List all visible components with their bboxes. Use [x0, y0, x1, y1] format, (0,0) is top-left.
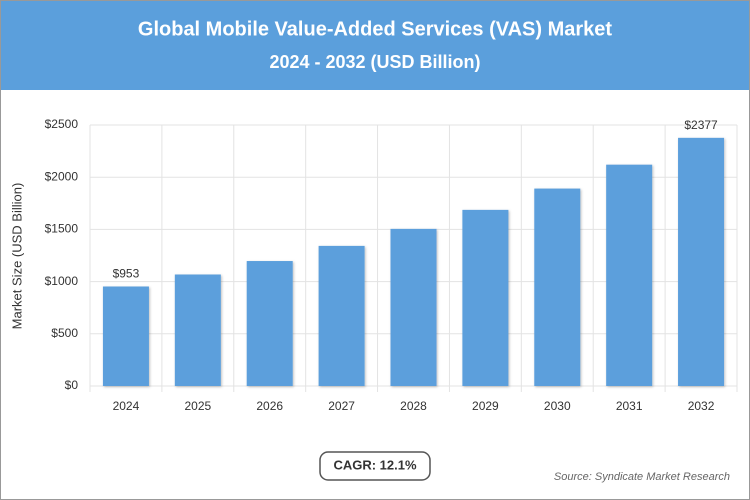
- x-tick-label: 2030: [544, 399, 571, 413]
- x-tick-label: 2027: [328, 399, 355, 413]
- x-tick-label: 2028: [400, 399, 427, 413]
- cagr-box: [319, 451, 431, 481]
- value-label: $2377: [684, 118, 718, 132]
- bar: [246, 261, 293, 386]
- y-tick-label: $500: [51, 326, 78, 340]
- bar: [678, 137, 725, 386]
- x-tick-label: 2029: [472, 399, 499, 413]
- bar: [102, 286, 149, 386]
- y-tick-label: $1000: [45, 274, 79, 288]
- bar: [318, 245, 365, 386]
- x-tick-label: 2025: [184, 399, 211, 413]
- chart-subtitle: 2024 - 2032 (USD Billion): [269, 52, 480, 72]
- value-label: $953: [113, 267, 140, 281]
- x-tick-label: 2032: [688, 399, 715, 413]
- chart-title: Global Mobile Value-Added Services (VAS)…: [138, 18, 613, 40]
- x-tick-label: 2024: [113, 399, 140, 413]
- bar: [606, 164, 653, 386]
- bar: [462, 209, 509, 386]
- bar: [534, 188, 581, 386]
- header: [1, 1, 749, 90]
- y-axis-label: Market Size (USD Billion): [9, 183, 24, 330]
- y-tick-label: $0: [65, 378, 79, 392]
- y-tick-label: $2000: [45, 169, 79, 183]
- cagr-label: CAGR: 12.1%: [333, 457, 417, 472]
- x-tick-label: 2031: [616, 399, 643, 413]
- x-tick-label: 2026: [256, 399, 283, 413]
- bar: [390, 228, 437, 386]
- y-tick-label: $1500: [45, 222, 79, 236]
- y-tick-label: $2500: [45, 117, 79, 131]
- source-note: Source: Syndicate Market Research: [554, 471, 730, 483]
- bar: [174, 274, 221, 386]
